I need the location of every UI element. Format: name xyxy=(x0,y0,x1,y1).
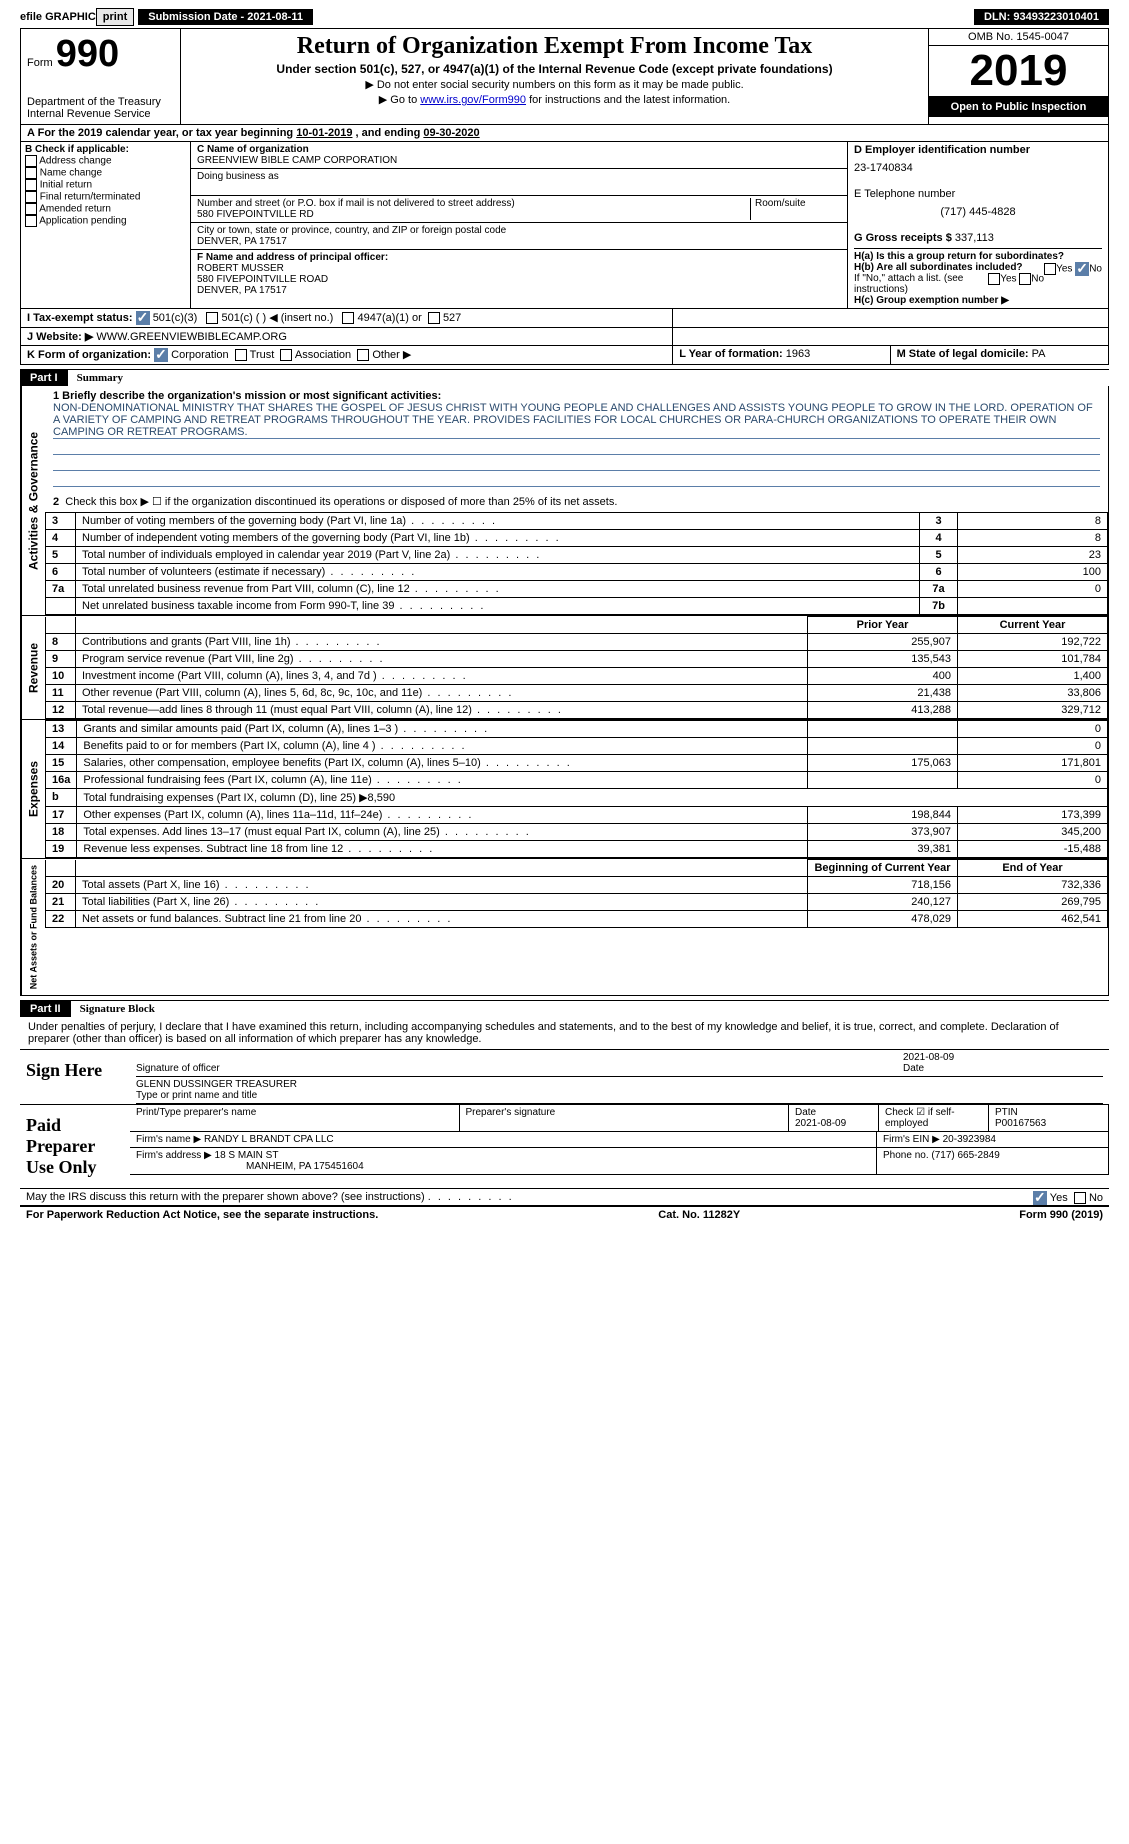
check-501c3[interactable] xyxy=(136,311,150,325)
check-discuss-no[interactable] xyxy=(1074,1192,1086,1204)
check-other[interactable] xyxy=(357,349,369,361)
org-city: DENVER, PA 17517 xyxy=(197,236,841,247)
firm-addr: 18 S MAIN ST xyxy=(215,1150,279,1161)
instr-ssn: ▶ Do not enter social security numbers o… xyxy=(187,78,922,91)
check-initial[interactable] xyxy=(25,179,37,191)
prior-year-hdr: Prior Year xyxy=(808,617,958,634)
dln: DLN: 93493223010401 xyxy=(974,9,1109,25)
part1-header: Part I xyxy=(20,370,68,386)
vtext-revenue: Revenue xyxy=(21,616,45,719)
org-name: GREENVIEW BIBLE CAMP CORPORATION xyxy=(197,155,841,166)
irs-link[interactable]: www.irs.gov/Form990 xyxy=(420,94,526,106)
form-number: 990 xyxy=(56,33,119,75)
tax-year: 2019 xyxy=(929,45,1108,97)
part1-title: Summary xyxy=(71,370,129,386)
firm-name: RANDY L BRANDT CPA LLC xyxy=(204,1134,334,1145)
firm-phone: (717) 665-2849 xyxy=(931,1150,999,1161)
submission-date: Submission Date - 2021-08-11 xyxy=(138,9,313,25)
boy-hdr: Beginning of Current Year xyxy=(808,860,958,877)
officer-sig-date: 2021-08-09 xyxy=(903,1052,954,1063)
omb: OMB No. 1545-0047 xyxy=(929,29,1108,45)
dept-label: Department of the Treasury Internal Reve… xyxy=(27,96,174,120)
form-subtitle: Under section 501(c), 527, or 4947(a)(1)… xyxy=(187,62,922,76)
check-addr-change[interactable] xyxy=(25,155,37,167)
inspection-label: Open to Public Inspection xyxy=(929,97,1108,117)
officer-name: ROBERT MUSSER xyxy=(197,263,841,274)
check-final[interactable] xyxy=(25,191,37,203)
check-501c[interactable] xyxy=(206,312,218,324)
check-name-change[interactable] xyxy=(25,167,37,179)
state-domicile: PA xyxy=(1032,348,1046,360)
part2-title: Signature Block xyxy=(74,1001,161,1017)
check-hb-yes[interactable] xyxy=(988,273,1000,285)
ein: 23-1740834 xyxy=(854,162,1102,174)
form-header: Form 990 Department of the Treasury Inte… xyxy=(20,29,1109,125)
check-assoc[interactable] xyxy=(280,349,292,361)
mission-text: NON-DENOMINATIONAL MINISTRY THAT SHARES … xyxy=(53,402,1100,439)
check-527[interactable] xyxy=(428,312,440,324)
prep-date: 2021-08-09 xyxy=(795,1118,846,1129)
org-street: 580 FIVEPOINTVILLE RD xyxy=(197,209,746,220)
instr-link: ▶ Go to www.irs.gov/Form990 for instruct… xyxy=(187,93,922,106)
tax-period: A For the 2019 calendar year, or tax yea… xyxy=(20,125,1109,142)
top-bar: efile GRAPHIC print Submission Date - 20… xyxy=(20,8,1109,29)
check-trust[interactable] xyxy=(235,349,247,361)
box-b: B Check if applicable: Address change Na… xyxy=(21,142,191,308)
check-ha-yes[interactable] xyxy=(1044,263,1056,275)
check-hb-no[interactable] xyxy=(1019,273,1031,285)
eoy-hdr: End of Year xyxy=(958,860,1108,877)
ptin: P00167563 xyxy=(995,1118,1046,1129)
year-formed: 1963 xyxy=(786,348,810,360)
current-year-hdr: Current Year xyxy=(958,617,1108,634)
firm-ein: 20-3923984 xyxy=(943,1134,996,1145)
check-ha-no[interactable] xyxy=(1075,262,1089,276)
officer-printed-name: GLENN DUSSINGER TREASURER xyxy=(136,1079,297,1090)
header-fields: B Check if applicable: Address change Na… xyxy=(20,142,1109,309)
sign-here-label: Sign Here xyxy=(20,1050,130,1104)
vtext-netassets: Net Assets or Fund Balances xyxy=(21,859,45,995)
form-label: Form xyxy=(27,57,53,69)
form-title: Return of Organization Exempt From Incom… xyxy=(187,33,922,60)
page-footer: For Paperwork Reduction Act Notice, see … xyxy=(20,1206,1109,1223)
vtext-governance: Activities & Governance xyxy=(21,386,45,615)
check-amended[interactable] xyxy=(25,203,37,215)
check-corp[interactable] xyxy=(154,348,168,362)
box-c: C Name of organization GREENVIEW BIBLE C… xyxy=(191,142,848,308)
part2-header: Part II xyxy=(20,1001,71,1017)
website: WWW.GREENVIEWBIBLECAMP.ORG xyxy=(96,331,287,343)
print-button[interactable]: print xyxy=(96,8,134,26)
check-discuss-yes[interactable] xyxy=(1033,1191,1047,1205)
declaration: Under penalties of perjury, I declare th… xyxy=(20,1017,1109,1049)
paid-preparer-label: Paid Preparer Use Only xyxy=(20,1105,130,1188)
phone: (717) 445-4828 xyxy=(854,206,1102,218)
check-app-pending[interactable] xyxy=(25,215,37,227)
box-d: D Employer identification number 23-1740… xyxy=(848,142,1108,308)
check-4947[interactable] xyxy=(342,312,354,324)
vtext-expenses: Expenses xyxy=(21,720,45,858)
efile-label: efile GRAPHIC xyxy=(20,11,96,23)
gross-receipts: 337,113 xyxy=(955,232,994,244)
